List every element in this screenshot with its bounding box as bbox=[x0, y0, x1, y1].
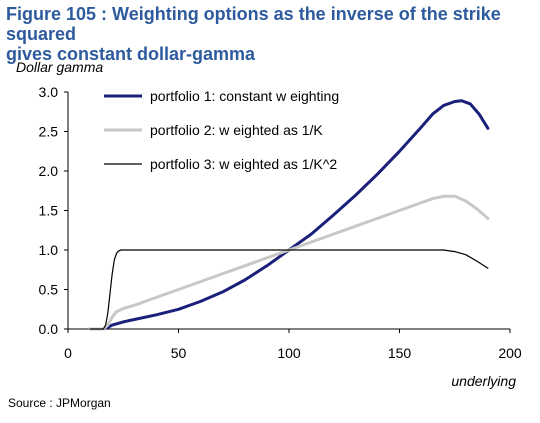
source-note: Source : JPMorgan bbox=[8, 396, 111, 410]
x-tick-label: 0 bbox=[64, 345, 72, 361]
y-tick-label: 0.0 bbox=[39, 321, 59, 337]
chart-title-line-2: gives constant dollar-gamma bbox=[6, 44, 256, 64]
series-line-portfolio-1 bbox=[88, 99, 490, 331]
legend-label-portfolio-1: portfolio 1: constant w eighting bbox=[150, 88, 339, 104]
y-axis-label: Dollar gamma bbox=[16, 59, 104, 75]
chart-title-line-1: Figure 105 : Weighting options as the in… bbox=[6, 4, 501, 44]
series-line-portfolio-2 bbox=[88, 194, 490, 331]
chart-title: Figure 105 : Weighting options as the in… bbox=[6, 4, 534, 64]
x-tick-label: 150 bbox=[388, 345, 412, 361]
x-tick-label: 50 bbox=[171, 345, 187, 361]
legend-label-portfolio-3: portfolio 3: w eighted as 1/K^2 bbox=[150, 156, 337, 172]
y-tick-label: 2.5 bbox=[39, 124, 59, 140]
x-tick-label: 200 bbox=[498, 345, 522, 361]
y-tick-label: 2.0 bbox=[39, 163, 59, 179]
y-tick-label: 1.5 bbox=[39, 203, 59, 219]
y-tick-label: 0.5 bbox=[39, 282, 59, 298]
x-axis-label: underlying bbox=[451, 373, 516, 389]
series-line-portfolio-3 bbox=[89, 249, 489, 330]
y-tick-label: 1.0 bbox=[39, 242, 59, 258]
legend-label-portfolio-2: portfolio 2: w eighted as 1/K bbox=[150, 122, 323, 138]
x-tick-label: 100 bbox=[277, 345, 301, 361]
y-tick-label: 3.0 bbox=[39, 84, 59, 100]
